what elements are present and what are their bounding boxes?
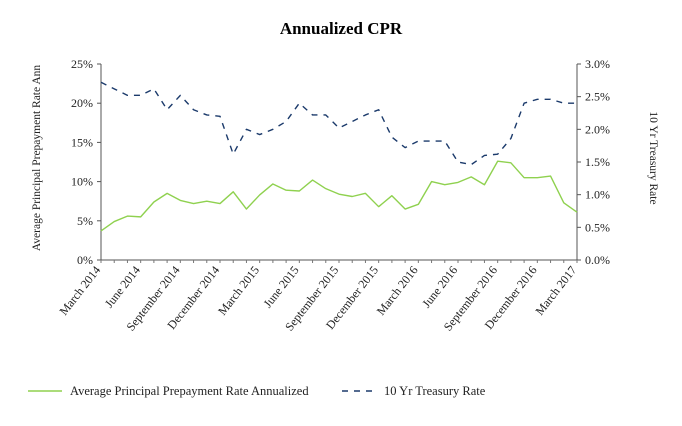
right-tick-label: 2.0%: [585, 122, 610, 136]
prepayment-rate-line: [100, 160, 578, 232]
x-tick-label: March 2014: [56, 263, 103, 318]
x-tick-label: March 2017: [532, 263, 579, 318]
right-tick-label: 1.5%: [585, 155, 610, 169]
legend: Average Principal Prepayment Rate Annual…: [28, 384, 486, 398]
plot-area: [100, 81, 578, 232]
left-axis-label: Average Principal Prepayment Rate Ann: [31, 65, 43, 252]
left-tick-label: 25%: [71, 57, 93, 71]
left-tick-label: 0%: [77, 253, 93, 267]
left-tick-label: 20%: [71, 96, 93, 110]
right-tick-label: 2.5%: [585, 90, 610, 104]
left-tick-label: 15%: [71, 135, 93, 149]
x-tick-label: March 2015: [215, 263, 262, 318]
right-tick-label: 1.0%: [585, 188, 610, 202]
right-axis-label: 10 Yr Treasury Rate: [647, 111, 659, 204]
legend-label-treasury: 10 Yr Treasury Rate: [384, 384, 486, 398]
right-tick-label: 3.0%: [585, 57, 610, 71]
right-tick-label: 0.5%: [585, 220, 610, 234]
right-y-axis: 0.0% 0.5% 1.0% 1.5% 2.0% 2.5% 3.0%: [576, 57, 610, 267]
treasury-rate-line: [100, 81, 577, 166]
left-y-axis: 0% 5% 10% 15% 20% 25%: [71, 57, 102, 267]
x-tick-label: June 2014: [102, 263, 143, 310]
legend-label-cpr: Average Principal Prepayment Rate Annual…: [70, 384, 309, 398]
x-tick-label: June 2015: [260, 263, 301, 310]
left-tick-label: 5%: [77, 214, 93, 228]
x-tick-label: March 2016: [374, 263, 421, 318]
left-tick-label: 10%: [71, 175, 93, 189]
x-tick-label: June 2016: [419, 263, 460, 310]
right-tick-label: 0.0%: [585, 253, 610, 267]
chart-title: Annualized CPR: [280, 19, 403, 38]
